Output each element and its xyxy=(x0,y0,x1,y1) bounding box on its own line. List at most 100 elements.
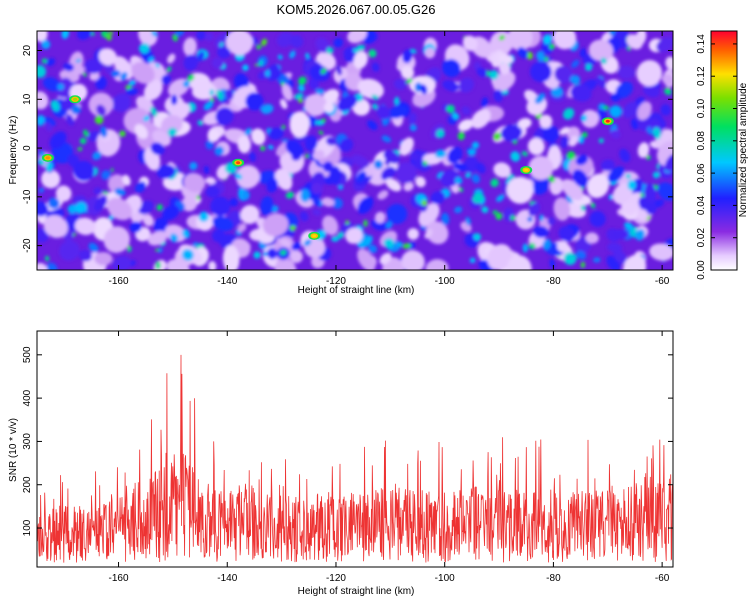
heatmap-cell xyxy=(253,251,261,259)
heatmap-cell xyxy=(557,240,569,253)
heatmap-cell xyxy=(84,58,103,74)
heatmap-cell xyxy=(143,79,163,101)
heatmap-cell xyxy=(172,34,178,42)
heatmap-cell xyxy=(622,254,647,270)
heatmap-cell xyxy=(636,209,648,222)
heatmap-cell xyxy=(527,137,545,156)
heatmap-cell xyxy=(312,208,321,216)
heatmap-cell xyxy=(385,178,402,192)
heatmap-cell xyxy=(326,47,334,55)
heatmap-cell xyxy=(279,238,292,248)
heatmap-cell xyxy=(37,31,48,42)
heatmap-cell xyxy=(368,49,377,58)
heatmap-cell xyxy=(209,89,215,96)
heatmap-cell xyxy=(570,74,581,85)
heatmap-cell xyxy=(312,149,325,160)
heatmap-cell xyxy=(237,223,247,233)
heatmap-cell xyxy=(39,187,45,193)
heatmap-cell xyxy=(229,197,239,207)
heatmap-cell xyxy=(72,65,85,76)
heatmap-cell xyxy=(111,70,121,78)
heatmap-cell xyxy=(242,64,249,71)
heatmap-cell xyxy=(579,48,587,58)
heatmap-cell xyxy=(298,76,307,86)
heatmap-cell xyxy=(637,101,652,121)
heatmap-cell xyxy=(441,212,450,226)
heatmap-cell xyxy=(162,205,180,221)
heatmap-cell xyxy=(315,88,325,95)
heatmap-cell xyxy=(607,242,623,253)
heatmap-cell xyxy=(657,182,673,201)
colorbar: 0.00 0.02 0.04 0.06 0.08 0.10 0.12 0.14 Normali… xyxy=(696,30,749,280)
heatmap-cell xyxy=(527,216,533,222)
heatmap-cell xyxy=(373,159,383,170)
heatmap-cell xyxy=(291,241,302,251)
heatmap-cell xyxy=(122,174,131,186)
heatmap-cell xyxy=(414,82,422,92)
heatmap-cell xyxy=(402,49,413,64)
heatmap-cell xyxy=(166,259,191,270)
heatmap-cell xyxy=(613,229,629,240)
snr-y-label: SNR (10 * v/v) xyxy=(8,418,19,482)
heatmap-peak xyxy=(73,97,78,101)
heatmap-cell xyxy=(652,171,660,179)
heatmap-cell xyxy=(329,166,342,185)
heatmap-cell xyxy=(135,181,146,193)
y-tick-label: 0 xyxy=(22,145,33,151)
heatmap-cell xyxy=(315,37,330,53)
colorbar-gradient xyxy=(711,31,737,270)
x-tick-label: -80 xyxy=(546,573,561,584)
heatmap-cell xyxy=(656,140,673,167)
heatmap-cell xyxy=(156,204,163,211)
heatmap-cell xyxy=(458,77,474,93)
heatmap-cell xyxy=(240,204,260,225)
snr-series-line xyxy=(37,354,673,563)
heatmap-cell xyxy=(237,135,251,154)
heatmap-cell xyxy=(664,87,672,96)
heatmap-cell xyxy=(219,42,224,47)
heatmap-cell xyxy=(322,161,334,172)
heatmap-cell xyxy=(617,65,635,80)
heatmap-cell xyxy=(542,34,553,45)
snr-panel: -160 -140 -120 -100 -80 -60 100 200 300 400 500 H… xyxy=(8,330,674,597)
heatmap-cell xyxy=(615,81,633,99)
heatmap-cell xyxy=(112,93,131,113)
heatmap-cell xyxy=(539,114,553,129)
heatmap-cell xyxy=(262,213,289,237)
heatmap-cell xyxy=(182,80,190,88)
heatmap-cell xyxy=(63,62,74,72)
heatmap-cell xyxy=(563,252,577,265)
heatmap-cell xyxy=(405,78,413,84)
heatmap-cell xyxy=(339,138,354,152)
heatmap-cell xyxy=(602,105,610,110)
heatmap-cell xyxy=(290,34,304,48)
heatmap-cell xyxy=(643,84,660,98)
heatmap-cell xyxy=(100,126,108,138)
heatmap-cell xyxy=(407,228,420,240)
heatmap-cell xyxy=(125,88,138,96)
heatmap-cell xyxy=(293,93,304,100)
heatmap-cell xyxy=(453,162,468,172)
heatmap-cell xyxy=(215,107,234,126)
heatmap-cell xyxy=(203,101,214,111)
heatmap-cell xyxy=(595,76,607,88)
heatmap-cell xyxy=(61,31,69,39)
heatmap-cell xyxy=(521,151,528,157)
heatmap-cell xyxy=(181,196,197,212)
heatmap-cell xyxy=(588,39,614,62)
heatmap-cell xyxy=(575,154,589,166)
heatmap-cell xyxy=(665,56,673,71)
heatmap-cell xyxy=(575,250,587,260)
heatmap-cell xyxy=(276,32,294,47)
heatmap-cell xyxy=(318,130,324,135)
heatmap-cell xyxy=(476,67,488,78)
heatmap-cell xyxy=(216,89,224,101)
heatmap-cell xyxy=(533,225,549,238)
heatmap-cell xyxy=(645,155,651,160)
heatmap-cell xyxy=(420,84,428,95)
heatmap-cell xyxy=(267,144,274,150)
heatmap-cell xyxy=(424,47,436,59)
heatmap-cell xyxy=(403,182,414,192)
heatmap-cell xyxy=(551,85,563,98)
